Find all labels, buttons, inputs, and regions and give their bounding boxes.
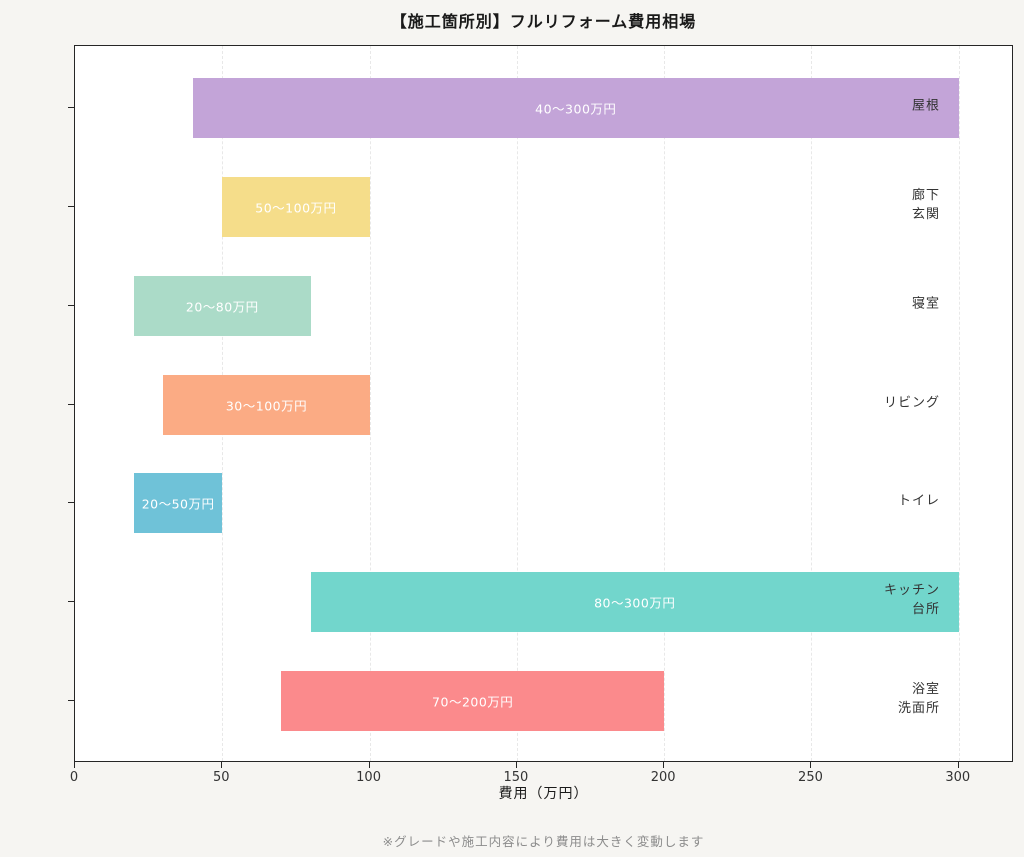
y-tick-label-4: リビング — [884, 394, 940, 413]
y-tick-label-line: 玄関 — [911, 206, 940, 222]
y-tick-label-7: 浴室洗面所 — [898, 681, 940, 719]
x-tick-mark — [515, 762, 517, 768]
bar-value-label: 30〜100万円 — [225, 398, 308, 413]
range-bar-2: 50〜100万円 — [222, 176, 370, 237]
bar-value-label: 40〜300万円 — [535, 101, 617, 117]
bar-value-label: 70〜200万円 — [432, 694, 514, 710]
x-tick-mark — [663, 762, 665, 768]
x-axis-label: 費用（万円） — [498, 786, 589, 802]
x-tick-mark — [368, 762, 370, 768]
y-tick-mark — [68, 205, 74, 207]
y-tick-label-3: 寝室 — [912, 295, 940, 314]
y-tick-label-line: 廊下 — [911, 187, 940, 203]
gridline-x-150 — [516, 46, 518, 761]
x-tick-mark — [957, 762, 959, 768]
range-bar-3: 20〜80万円 — [133, 275, 311, 336]
y-tick-label-2: 廊下 玄関 — [912, 187, 940, 225]
y-tick-label-line: トイレ — [897, 493, 940, 509]
y-tick-mark — [68, 304, 74, 306]
y-tick-mark — [68, 700, 74, 701]
y-tick-label-6: キッチン台所 — [884, 582, 940, 620]
range-bar-6: 80〜300万円 — [310, 572, 959, 633]
x-tick-label-0: 0 — [69, 770, 79, 785]
x-tick-mark — [221, 762, 223, 768]
range-bar-1: 40〜300万円 — [192, 78, 959, 138]
y-tick-label-line: リビング — [883, 395, 940, 411]
y-tick-label-line: 浴室 — [911, 682, 940, 698]
range-bar-5: 20〜50万円 — [133, 473, 223, 534]
y-tick-label-line: キッチン — [883, 583, 940, 599]
range-bar-4: 30〜100万円 — [163, 374, 370, 435]
y-tick-label-1: 屋根 — [912, 98, 940, 117]
chart-footnote: ※グレードや施工内容により費用は大きく変動します — [382, 834, 705, 849]
gridline-x-200 — [664, 46, 666, 761]
x-tick-label-50: 50 — [213, 770, 230, 785]
y-tick-label-line: 屋根 — [911, 98, 940, 114]
x-tick-label-100: 100 — [356, 770, 381, 785]
gridline-x-100 — [369, 46, 371, 761]
x-tick-label-200: 200 — [650, 770, 676, 785]
x-tick-label-300: 300 — [945, 770, 971, 785]
y-tick-label-line: 台所 — [911, 602, 940, 618]
y-tick-mark — [68, 601, 74, 603]
y-tick-label-line: 洗面所 — [897, 701, 940, 716]
bar-value-label: 20〜50万円 — [141, 496, 215, 512]
x-tick-mark — [810, 762, 812, 768]
y-tick-label-line: 寝室 — [911, 296, 940, 312]
x-tick-mark — [74, 762, 75, 768]
x-tick-label-150: 150 — [503, 770, 529, 785]
bar-value-label: 50〜100万円 — [255, 200, 337, 216]
gridline-x-250 — [811, 46, 813, 761]
chart-title: 【施工箇所別】フルリフォーム費用相場 — [390, 12, 697, 31]
y-tick-label-5: トイレ — [898, 493, 940, 512]
y-tick-mark — [68, 502, 74, 504]
y-tick-mark — [68, 107, 74, 108]
plot-area: 40〜300万円 50〜100万円 20〜80万円 30〜100万円 20〜50万円 80… — [74, 45, 1013, 762]
gridline-x-300 — [958, 46, 960, 761]
bar-value-label: 20〜80万円 — [185, 299, 259, 315]
y-tick-mark — [68, 403, 74, 405]
bar-value-label: 80〜300万円 — [594, 595, 676, 611]
x-tick-label-250: 250 — [798, 770, 823, 785]
range-bar-7: 70〜200万円 — [281, 671, 665, 731]
